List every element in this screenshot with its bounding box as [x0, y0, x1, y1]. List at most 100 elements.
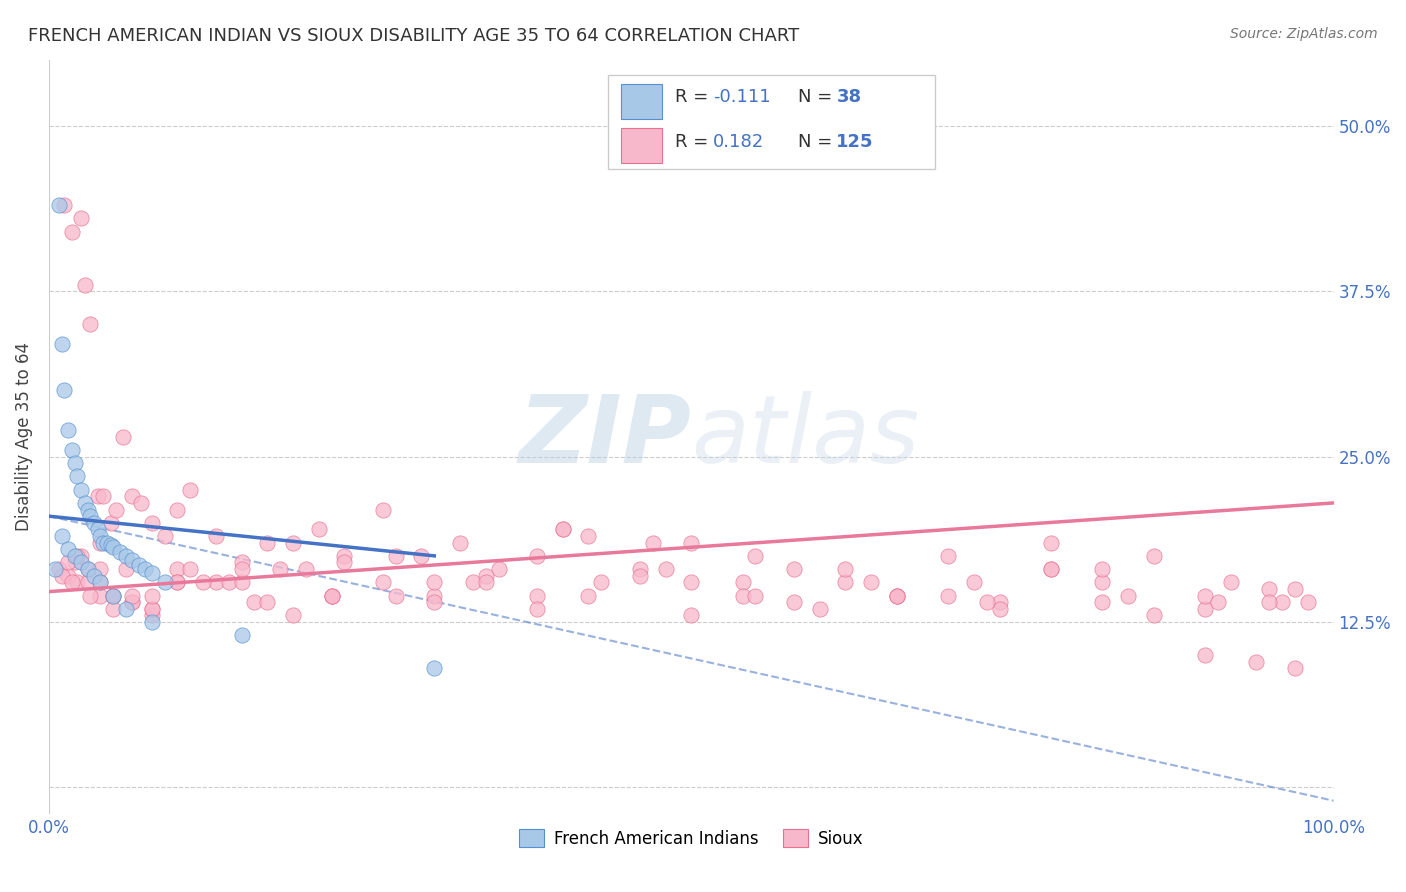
Point	[60, 575, 83, 590]
Point	[121, 489, 143, 503]
Point	[166, 575, 188, 590]
Point	[231, 562, 253, 576]
Text: 0.182: 0.182	[713, 133, 765, 151]
Point	[744, 589, 766, 603]
Point	[731, 575, 754, 590]
Point	[461, 575, 484, 590]
Point	[1194, 648, 1216, 662]
Point	[91, 535, 114, 549]
Point	[321, 589, 343, 603]
Point	[526, 602, 548, 616]
Point	[89, 535, 111, 549]
Point	[63, 556, 86, 570]
Text: ZIP: ZIP	[519, 391, 692, 483]
Point	[654, 562, 676, 576]
Point	[976, 595, 998, 609]
Point	[1194, 589, 1216, 603]
Point	[115, 602, 138, 616]
Point	[58, 542, 80, 557]
Text: FRENCH AMERICAN INDIAN VS SIOUX DISABILITY AGE 35 TO 64 CORRELATION CHART: FRENCH AMERICAN INDIAN VS SIOUX DISABILI…	[28, 27, 800, 45]
Point	[231, 575, 253, 590]
Point	[89, 589, 111, 603]
Point	[591, 575, 613, 590]
Point	[834, 575, 856, 590]
Point	[1091, 575, 1114, 590]
Point	[936, 589, 959, 603]
Point	[103, 589, 125, 603]
Point	[333, 549, 356, 563]
Point	[76, 575, 98, 590]
Point	[526, 589, 548, 603]
Point	[1271, 595, 1294, 609]
Point	[1143, 608, 1166, 623]
Point	[205, 529, 228, 543]
Point	[141, 608, 163, 623]
Point	[70, 211, 93, 226]
Text: N =: N =	[797, 133, 838, 151]
Point	[179, 562, 201, 576]
Point	[783, 562, 806, 576]
Point	[121, 595, 143, 609]
Point	[104, 502, 127, 516]
Point	[58, 556, 80, 570]
Point	[1143, 549, 1166, 563]
Point	[474, 575, 496, 590]
Point	[551, 522, 574, 536]
Point	[115, 549, 138, 563]
Point	[76, 502, 98, 516]
Point	[231, 556, 253, 570]
Point	[834, 562, 856, 576]
FancyBboxPatch shape	[620, 128, 662, 163]
Point	[166, 502, 188, 516]
Legend: French American Indians, Sioux: French American Indians, Sioux	[512, 822, 870, 855]
Point	[1039, 535, 1062, 549]
Point	[53, 198, 76, 212]
Text: -0.111: -0.111	[713, 88, 770, 106]
Point	[79, 509, 101, 524]
Point	[70, 556, 93, 570]
Point	[1039, 562, 1062, 576]
Point	[91, 489, 114, 503]
Point	[153, 529, 176, 543]
Point	[578, 589, 600, 603]
Text: Source: ZipAtlas.com: Source: ZipAtlas.com	[1230, 27, 1378, 41]
Point	[141, 615, 163, 629]
Y-axis label: Disability Age 35 to 64: Disability Age 35 to 64	[15, 343, 32, 532]
Point	[87, 522, 110, 536]
Point	[83, 516, 105, 530]
Point	[1296, 595, 1319, 609]
Point	[66, 575, 89, 590]
Point	[89, 575, 111, 590]
Point	[89, 575, 111, 590]
Point	[205, 575, 228, 590]
Point	[79, 318, 101, 332]
Point	[681, 535, 703, 549]
Text: R =: R =	[675, 133, 713, 151]
Point	[83, 568, 105, 582]
Point	[218, 575, 240, 590]
Point	[48, 562, 70, 576]
Point	[1219, 575, 1241, 590]
Point	[103, 540, 125, 554]
Point	[963, 575, 986, 590]
Point	[423, 661, 446, 675]
Point	[87, 489, 110, 503]
Point	[1116, 589, 1139, 603]
Point	[76, 562, 98, 576]
Point	[100, 538, 122, 552]
Point	[385, 589, 408, 603]
Point	[58, 423, 80, 437]
Text: 38: 38	[837, 88, 862, 106]
Point	[44, 562, 66, 576]
Point	[269, 562, 291, 576]
Point	[141, 566, 163, 580]
Point	[744, 549, 766, 563]
Point	[1284, 582, 1306, 596]
Point	[641, 535, 664, 549]
Point	[281, 608, 304, 623]
Point	[53, 384, 76, 398]
Point	[1258, 595, 1281, 609]
Point	[131, 496, 153, 510]
Point	[1194, 602, 1216, 616]
Point	[628, 568, 651, 582]
